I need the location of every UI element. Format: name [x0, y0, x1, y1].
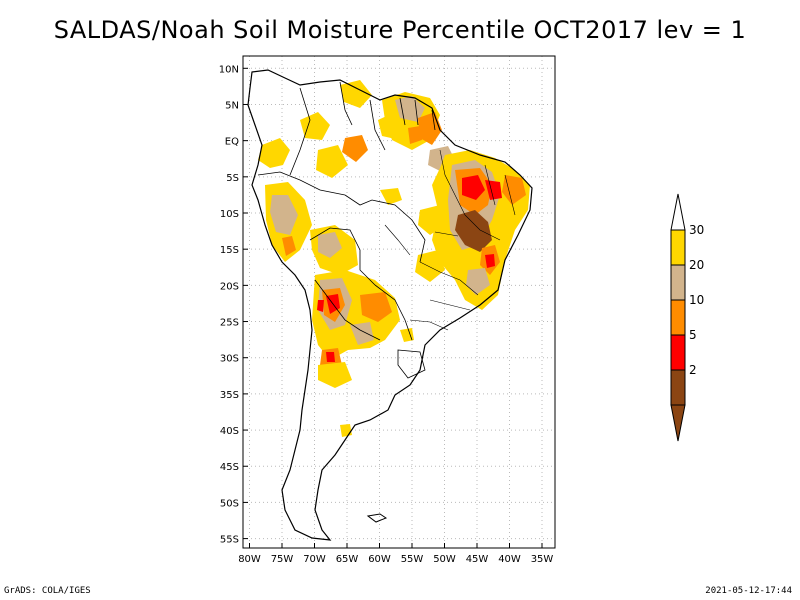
lon-tick-label: 75W — [271, 554, 294, 565]
lat-tick-label: 35S — [220, 390, 239, 401]
footer-credit: GrADS: COLA/IGES — [4, 586, 91, 596]
country-borders — [257, 81, 436, 379]
patch-orange — [360, 292, 392, 322]
patch-yellow — [258, 138, 290, 168]
coastline — [247, 69, 533, 541]
lat-tick-label: 15S — [220, 245, 239, 256]
lon-tick-label: 55W — [401, 554, 424, 565]
lat-tick-label: 40S — [220, 426, 239, 437]
lon-tick-label: 40W — [498, 554, 521, 565]
percentile-shading — [258, 80, 530, 437]
lat-tick-label: 55S — [220, 535, 239, 546]
patch-tan — [318, 232, 342, 258]
state-borders — [384, 149, 516, 331]
patch-yellow — [318, 362, 352, 388]
lat-tick-label: 5N — [225, 100, 239, 111]
plot-frame — [242, 55, 556, 549]
lon-tick-label: 50W — [433, 554, 456, 565]
patch-red — [485, 180, 502, 200]
patch-red — [485, 254, 495, 268]
colorbar-segment — [670, 334, 686, 371]
colorbar-top-arrow — [670, 193, 686, 231]
patch-yellow — [340, 80, 372, 108]
lat-tick-label: 10N — [219, 64, 239, 75]
lat-tick-label: EQ — [225, 137, 239, 148]
lat-tick-label: 5S — [226, 173, 239, 184]
colorbar-label: 30 — [689, 223, 704, 237]
patch-yellow — [340, 424, 352, 437]
patch-tan — [395, 96, 425, 122]
patch-yellow — [415, 250, 445, 282]
colorbar-label: 10 — [689, 293, 704, 307]
patch-red — [326, 352, 335, 362]
colorbar-bottom-arrow — [670, 404, 686, 442]
lon-tick-label: 45W — [466, 554, 489, 565]
colorbar-segment — [670, 264, 686, 301]
longitude-axis: 80W 75W 70W 65W 60W 55W 50W 45W 40W 35W — [238, 543, 553, 565]
chart-title: SALDAS/Noah Soil Moisture Percentile OCT… — [53, 16, 747, 44]
lat-tick-label: 50S — [220, 498, 239, 509]
patch-brown — [455, 210, 492, 252]
lon-tick-label: 35W — [531, 554, 554, 565]
colorbar-segment — [670, 299, 686, 336]
patch-yellow — [380, 188, 402, 205]
patch-orange — [342, 135, 368, 162]
colorbar-label: 5 — [689, 328, 697, 342]
colorbar-segment — [670, 369, 686, 406]
colorbar: 30 20 10 5 2 — [670, 193, 704, 442]
footer-timestamp: 2021-05-12-17:44 — [705, 586, 792, 596]
patch-tan — [466, 268, 490, 295]
patch-yellow — [418, 205, 445, 235]
patch-yellow — [316, 145, 348, 178]
lat-tick-label: 25S — [220, 318, 239, 329]
patch-orange — [502, 175, 526, 205]
lon-tick-label: 80W — [238, 554, 261, 565]
lon-tick-label: 70W — [303, 554, 326, 565]
patch-yellow — [300, 112, 330, 140]
patch-orange — [408, 126, 422, 144]
lat-tick-label: 20S — [220, 281, 239, 292]
latitude-axis: 10N 5N EQ 5S 10S 15S 20S 25S 30S 35S 40S 45S 50S 55S — [219, 64, 248, 546]
patch-tan — [270, 195, 298, 235]
patch-yellow — [400, 328, 414, 342]
colorbar-label: 20 — [689, 258, 704, 272]
lon-tick-label: 60W — [368, 554, 391, 565]
lat-tick-label: 30S — [220, 354, 239, 365]
lon-tick-label: 65W — [336, 554, 359, 565]
colorbar-label: 2 — [689, 363, 697, 377]
patch-red — [462, 175, 485, 200]
colorbar-segment — [670, 229, 686, 266]
lat-tick-label: 45S — [220, 462, 239, 473]
lat-tick-label: 10S — [220, 209, 239, 220]
patch-orange — [282, 236, 296, 256]
patch-red — [317, 300, 324, 312]
